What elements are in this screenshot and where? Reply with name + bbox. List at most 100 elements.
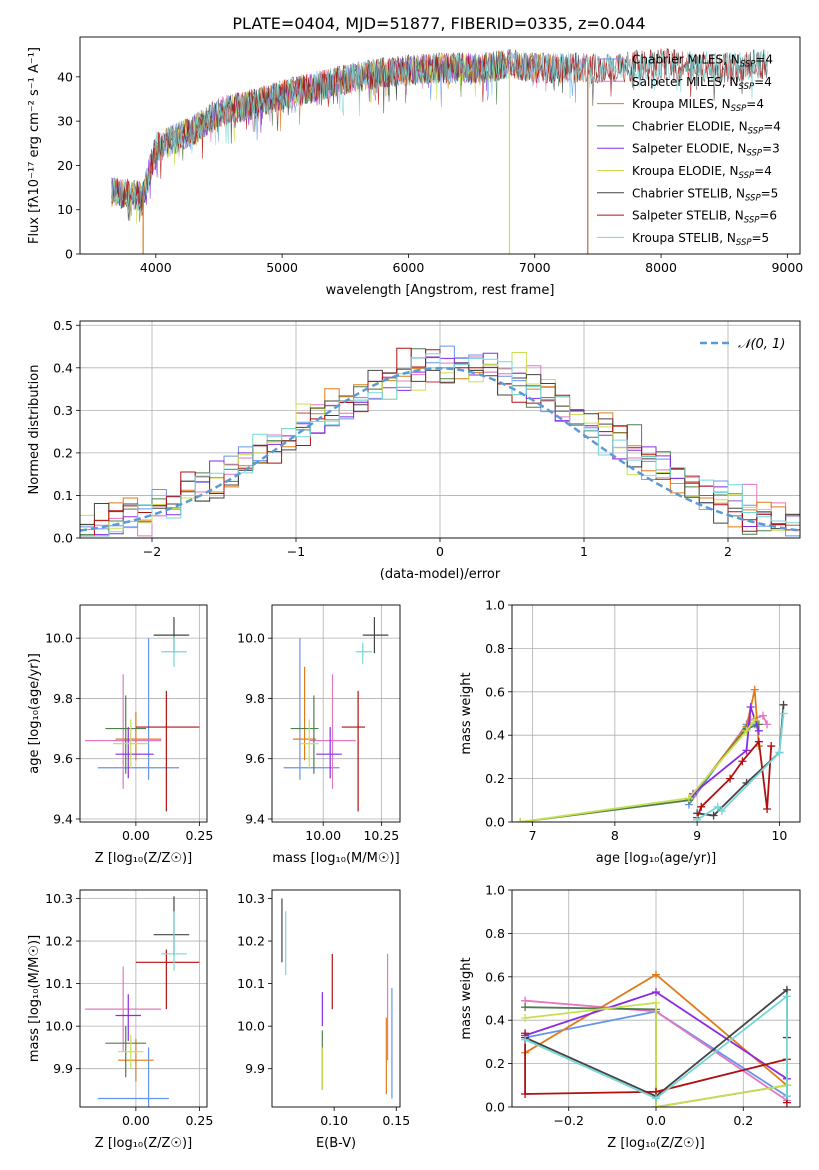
histogram-step-line (80, 347, 800, 537)
y-tick-label: 10 (57, 202, 73, 217)
x-axis-label: (data-model)/error (380, 567, 501, 582)
x-tick-label: 1 (580, 544, 588, 559)
legend-label-tail: =4 (746, 97, 764, 111)
x-axis-label: Z [log₁₀(Z/Z☉)] (607, 1136, 704, 1151)
y-tick-label: 0.0 (53, 531, 73, 546)
x-axis-label: wavelength [Angstrom, rest frame] (326, 283, 555, 298)
x-tick-label: 0.15 (382, 1113, 410, 1128)
y-tick-label: 1.0 (485, 598, 505, 613)
x-axis-label: age [log₁₀(age/yr)] (596, 851, 717, 866)
legend-label-sub: SSP (745, 193, 761, 203)
y-tick-label: 0 (65, 247, 73, 262)
axes-mass_vs_ebv: 0.10 0.15 9.9 10.0 10.1 10.2 10.3 E(B-V) (237, 889, 410, 1151)
x-tick-label: 10 (771, 828, 787, 843)
x-tick-label: 0.00 (122, 1113, 150, 1128)
weight-marker (742, 726, 751, 735)
plot-area-weight_vs_Z (521, 970, 791, 1107)
x-tick-label: 0.10 (320, 1113, 348, 1128)
y-tick-label: 0.4 (485, 1013, 505, 1028)
plot-area-age_vs_mass (283, 617, 389, 812)
x-tick-label: 9 (693, 828, 701, 843)
legend-label-sub: SSP (736, 238, 752, 248)
y-axis-label: mass weight (459, 672, 474, 754)
legend-label-sub: SSP (748, 126, 764, 136)
y-tick-label: 9.9 (245, 1061, 265, 1076)
x-tick-label: 0.0 (646, 1113, 666, 1128)
legend-label-tail: =6 (759, 209, 777, 223)
legend-label-tail: =4 (763, 119, 781, 133)
plot-area-mass_vs_ebv (281, 898, 393, 1099)
plot-area-age_vs_Z (85, 617, 200, 812)
y-tick-label: 0.4 (485, 728, 505, 743)
y-tick-label: 0.0 (485, 815, 505, 830)
y-tick-label: 0.1 (53, 488, 73, 503)
weight-marker (717, 807, 726, 816)
gaussian-curve (80, 367, 800, 532)
legend-label-tail: =4 (754, 164, 772, 178)
y-tick-label: 9.8 (53, 691, 73, 706)
x-tick-label: 0.25 (185, 1113, 213, 1128)
weight-marker (652, 970, 660, 979)
weight-marker (652, 998, 660, 1007)
legend-label: Kroupa ELODIE, NSSP=4 (632, 164, 772, 181)
legend-label-sub: SSP (744, 216, 760, 226)
x-tick-label: 0.2 (733, 1113, 753, 1128)
legend-label-main: Salpeter ELODIE, N (632, 142, 746, 156)
legend-label-sub: SSP (739, 171, 755, 181)
x-tick-label: 7 (529, 828, 537, 843)
weight-marker (709, 811, 718, 820)
legend-label-main: Chabrier STELIB, N (632, 186, 745, 200)
legend-label: Kroupa MILES, NSSP=4 (632, 97, 764, 114)
axes-frame (79, 889, 208, 1108)
legend-label: Salpeter STELIB, NSSP=6 (632, 209, 777, 226)
y-tick-label: 10.1 (45, 976, 73, 991)
weight-marker (726, 774, 735, 783)
weight-marker (693, 815, 702, 822)
weight-marker (750, 685, 759, 694)
x-axis-label: Z [log₁₀(Z/Z☉)] (95, 851, 192, 866)
y-tick-label: 0.6 (485, 969, 505, 984)
weight-marker (713, 802, 722, 811)
legend-label-sub: SSP (746, 149, 762, 159)
axes-frame (79, 604, 208, 823)
y-tick-label: 9.4 (245, 811, 265, 826)
legend-label-main: Salpeter STELIB, N (632, 209, 744, 223)
weight-marker (738, 757, 747, 766)
legend-label: Salpeter MILES, NSSP=4 (632, 75, 772, 92)
axes-weight_vs_age: 7 8 9 10 0.0 0.2 0.4 0.6 0.8 1.0 age [log₁₀(age/yr… (459, 598, 801, 866)
weight-line (520, 719, 756, 822)
weight-marker (521, 1035, 530, 1044)
legend-label-main: Chabrier MILES, N (632, 53, 740, 67)
axes-frame (271, 889, 401, 1108)
weight-marker (516, 818, 525, 822)
weight-marker (758, 711, 767, 720)
y-tick-label: 20 (57, 158, 73, 173)
x-tick-label: 4000 (140, 260, 172, 275)
legend-label-main: Chabrier ELODIE, N (632, 119, 748, 133)
y-tick-label: 10.0 (45, 1019, 73, 1034)
weight-marker (521, 1014, 530, 1023)
axes-spectrum: 4000 5000 6000 7000 8000 9000 0 10 20 30 40 wavelen… (27, 36, 803, 298)
weight-marker (521, 1089, 530, 1098)
y-tick-label: 1.0 (485, 883, 505, 898)
legend-label: Salpeter ELODIE, NSSP=3 (632, 142, 780, 159)
legend-label-tail: =4 (754, 75, 772, 89)
legend-label: Chabrier MILES, NSSP=4 (632, 53, 773, 70)
weight-marker (521, 1003, 530, 1012)
y-tick-label: 10.3 (45, 891, 73, 906)
y-tick-label: 10.1 (237, 976, 265, 991)
y-tick-label: 9.8 (245, 691, 265, 706)
weight-marker (763, 804, 772, 813)
y-tick-label: 10.0 (45, 631, 73, 646)
legend-label-tail: =4 (755, 53, 773, 67)
x-tick-label: 8 (611, 828, 619, 843)
weight-marker (754, 726, 763, 735)
y-tick-label: 9.6 (245, 751, 265, 766)
axes-frame (79, 320, 801, 539)
plot-area-weight_vs_age (516, 685, 788, 822)
x-tick-label: 10.00 (305, 828, 341, 843)
y-axis-label: age [log₁₀(age/yr)] (27, 653, 42, 774)
weight-line (524, 994, 788, 1100)
